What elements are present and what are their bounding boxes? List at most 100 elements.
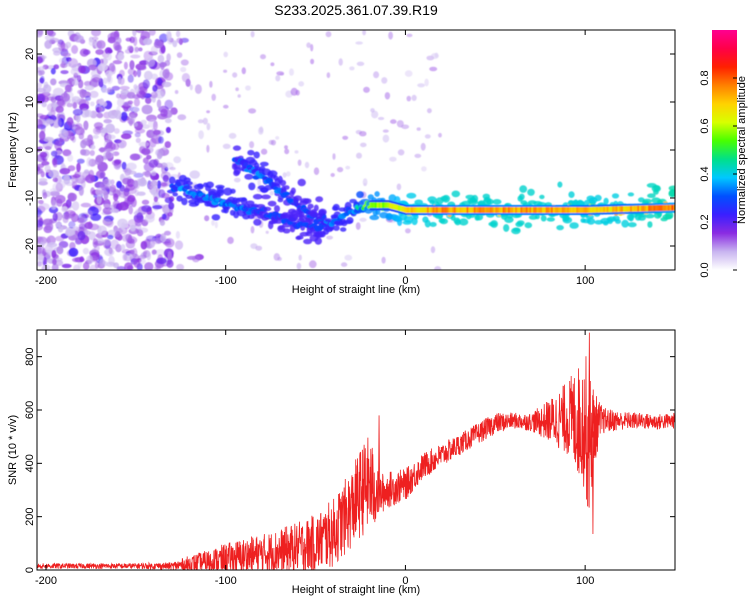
heatmap-noise-blob	[156, 180, 162, 189]
heatmap-band-edge	[477, 205, 480, 207]
heatmap-band-cell	[581, 207, 584, 213]
heatmap-scatter-blob	[235, 87, 239, 92]
heatmap-band-edge	[428, 213, 431, 215]
heatmap-noise-blob	[46, 30, 54, 36]
heatmap-noise-blob	[77, 65, 86, 74]
heatmap-scatter-blob	[384, 92, 391, 100]
heatmap-y-tick-label: 20	[24, 48, 36, 60]
heatmap-band-cell	[504, 207, 507, 213]
heatmap-scatter-blob	[389, 156, 397, 162]
heatmap-ridge-halo	[556, 225, 564, 231]
heatmap-noise-blob	[81, 138, 93, 146]
heatmap-noise-blob	[37, 94, 45, 104]
heatmap-scatter-blob	[404, 70, 413, 77]
heatmap-band-cell	[443, 207, 446, 213]
heatmap-ridge-halo	[621, 219, 629, 228]
heatmap-band-cell	[561, 207, 564, 213]
heatmap-band-edge	[414, 213, 417, 215]
heatmap-band-cell	[646, 205, 649, 212]
heatmap-scatter-blob	[232, 72, 238, 78]
heatmap-noise-blob	[102, 218, 112, 224]
heatmap-band-edge	[412, 213, 415, 215]
heatmap-scatter-blob	[250, 226, 255, 234]
heatmap-band-cell	[455, 207, 458, 213]
heatmap-band-edge	[581, 205, 584, 207]
heatmap-band-cell	[477, 207, 480, 213]
heatmap-band-cell	[601, 206, 604, 213]
heatmap-scatter-blob	[176, 263, 185, 270]
heatmap-band-edge	[588, 204, 591, 207]
heatmap-noise-blob	[37, 30, 44, 36]
heatmap-noise-blob	[38, 203, 50, 211]
heatmap-band-cell	[423, 207, 426, 213]
heatmap-band-edge	[513, 205, 516, 207]
heatmap-noise-blob	[37, 245, 42, 255]
heatmap-band-edge	[482, 213, 485, 215]
heatmap-scatter-blob	[304, 161, 310, 169]
heatmap-noise-blob	[86, 210, 93, 219]
heatmap-ridge-halo	[332, 203, 340, 211]
heatmap-noise-blob	[157, 54, 165, 63]
heatmap-band-edge	[430, 205, 433, 207]
heatmap-band-edge	[392, 209, 395, 212]
heatmap-band-edge	[524, 205, 527, 207]
heatmap-band-cell	[459, 207, 462, 213]
heatmap-scatter-blob	[338, 58, 343, 66]
heatmap-noise-blob	[141, 205, 152, 213]
heatmap-scatter-blob	[298, 254, 302, 261]
heatmap-scatter-blob	[356, 61, 365, 66]
heatmap-ridge-halo	[402, 220, 412, 225]
heatmap-noise-blob	[59, 62, 68, 69]
heatmap-band-edge	[497, 213, 500, 215]
heatmap-ridge-core	[282, 191, 291, 196]
heatmap-band-cell	[615, 206, 618, 213]
heatmap-band-edge	[624, 203, 627, 206]
heatmap-band-edge	[637, 203, 640, 206]
heatmap-noise-blob	[89, 90, 99, 98]
heatmap-noise-blob	[164, 230, 171, 236]
heatmap-band-edge	[409, 205, 412, 207]
heatmap-band-edge	[450, 213, 453, 215]
heatmap-scatter-blob	[248, 108, 257, 114]
heatmap-noise-blob	[76, 158, 85, 164]
heatmap-noise-blob	[177, 114, 187, 121]
heatmap-ridge-core	[287, 221, 294, 226]
heatmap-band-cell	[664, 204, 667, 211]
heatmap-band-cell	[552, 207, 555, 213]
heatmap-band-edge	[631, 211, 635, 214]
heatmap-y-ticks: -20 -10 0 10 20	[24, 48, 675, 254]
heatmap-band-edge	[561, 205, 564, 207]
heatmap-band-cell	[509, 207, 512, 213]
heatmap-ridge-halo	[303, 198, 312, 205]
heatmap-band-edge	[436, 205, 439, 207]
heatmap-band-cell	[563, 207, 566, 213]
heatmap-noise-blob	[162, 68, 170, 79]
heatmap-noise-blob	[51, 249, 57, 259]
heatmap-ridge-halo	[296, 235, 304, 240]
heatmap-band-edge	[385, 208, 388, 211]
heatmap-ridge-halo	[248, 182, 256, 191]
heatmap-noise-blob	[40, 238, 47, 247]
heatmap-band-edge	[524, 213, 527, 215]
heatmap-band-cell	[376, 202, 379, 209]
heatmap-band-edge	[613, 204, 617, 207]
heatmap-noise-blob	[160, 182, 168, 187]
heatmap-band-cell	[394, 204, 397, 211]
heatmap-band-edge	[608, 212, 611, 215]
heatmap-noise-blob	[74, 126, 85, 136]
heatmap-band-edge	[414, 205, 417, 207]
heatmap-band-cell	[574, 207, 577, 213]
heatmap-scatter-blob	[227, 236, 234, 244]
heatmap-band-edge	[525, 213, 528, 215]
heatmap-noise-blob	[107, 87, 113, 93]
heatmap-ridge-halo	[261, 194, 271, 200]
heatmap-noise-blob	[66, 102, 73, 108]
heatmap-noise-blob	[61, 263, 72, 269]
heatmap-scatter-blob	[222, 143, 231, 149]
heatmap-noise-blob	[73, 35, 84, 43]
heatmap-scatter-blob	[228, 132, 237, 139]
heatmap-band-cell	[382, 202, 385, 209]
heatmap-band-edge	[445, 213, 448, 215]
heatmap-scatter-blob	[411, 94, 417, 101]
heatmap-band-edge	[552, 205, 555, 207]
